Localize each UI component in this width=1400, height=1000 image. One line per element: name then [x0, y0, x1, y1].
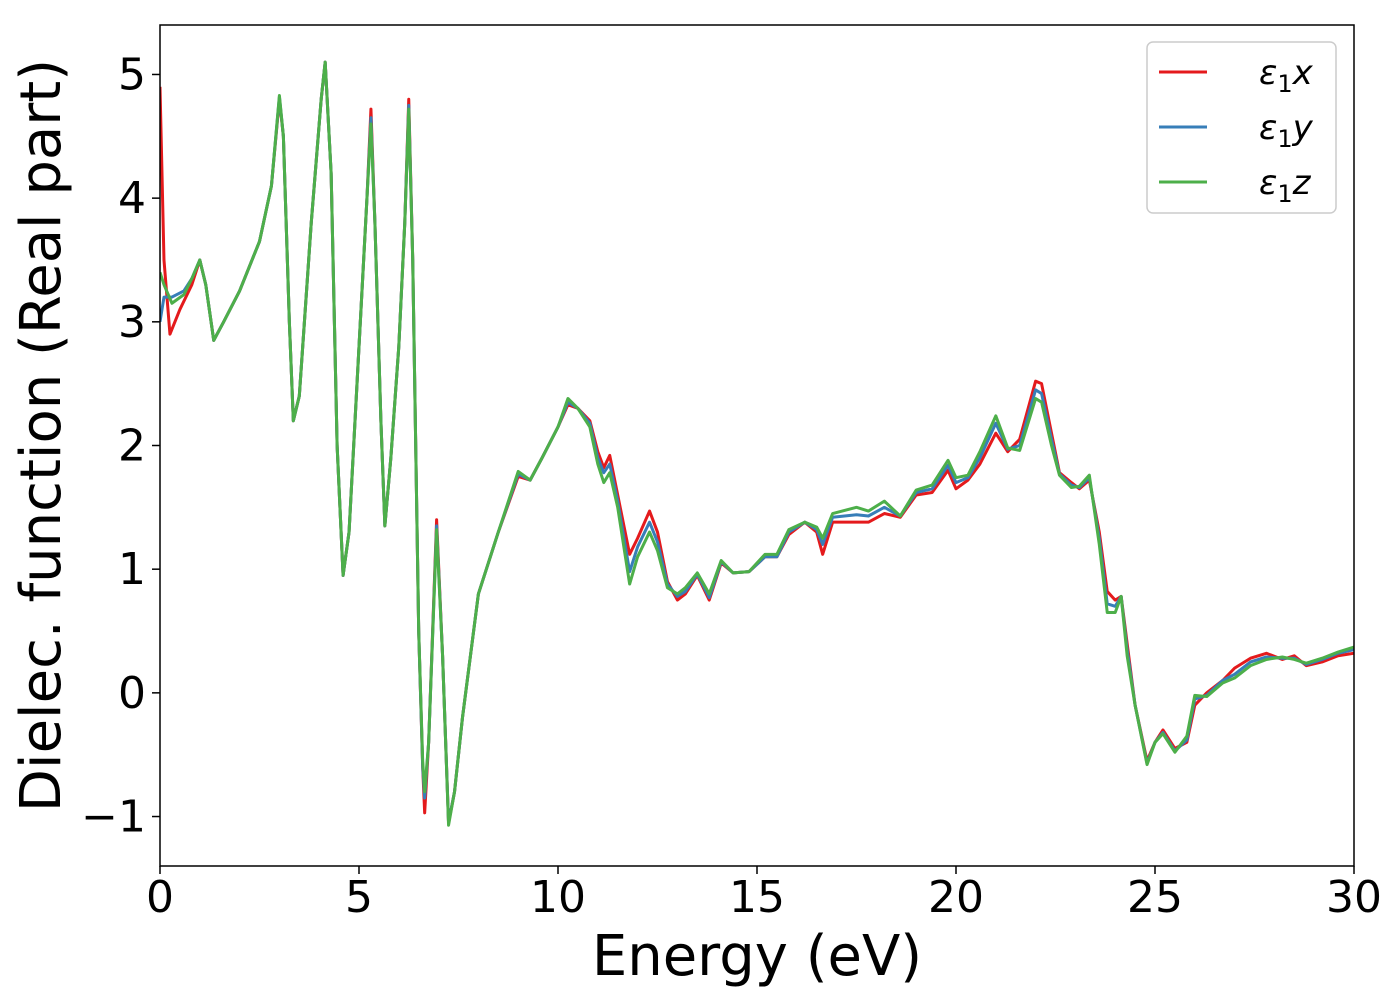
x-tick-label: 30 [1326, 872, 1382, 923]
x-tick-label: 10 [530, 872, 586, 923]
y-tick-label: 4 [118, 173, 146, 224]
x-tick-label: 15 [729, 872, 785, 923]
y-tick-label: −1 [81, 792, 146, 843]
legend-label-z: ε1z [1259, 163, 1312, 208]
y-tick-label: 5 [118, 49, 146, 100]
legend-label-y: ε1y [1259, 108, 1314, 153]
x-tick-label: 20 [928, 872, 984, 923]
legend-box [1146, 41, 1337, 214]
x-tick-label: 5 [345, 872, 373, 923]
x-axis-label: Energy (eV) [592, 924, 922, 989]
legend: ε1x ε1y ε1z [1146, 41, 1337, 214]
y-tick-label: 2 [118, 421, 146, 472]
y-tick-label: 0 [118, 668, 146, 719]
series-line-z [160, 60, 1354, 827]
x-axis-ticks: 0 5 10 15 20 25 30 [146, 866, 1382, 923]
series-layer [160, 60, 1354, 827]
y-axis-label: Dielec. function (Real part) [9, 59, 74, 812]
y-tick-label: 3 [118, 297, 146, 348]
x-tick-label: 0 [146, 872, 174, 923]
y-tick-label: 1 [118, 544, 146, 595]
y-axis-ticks: −1 0 1 2 3 4 5 [81, 49, 160, 843]
x-tick-label: 25 [1127, 872, 1183, 923]
legend-label-x: ε1x [1259, 53, 1314, 98]
